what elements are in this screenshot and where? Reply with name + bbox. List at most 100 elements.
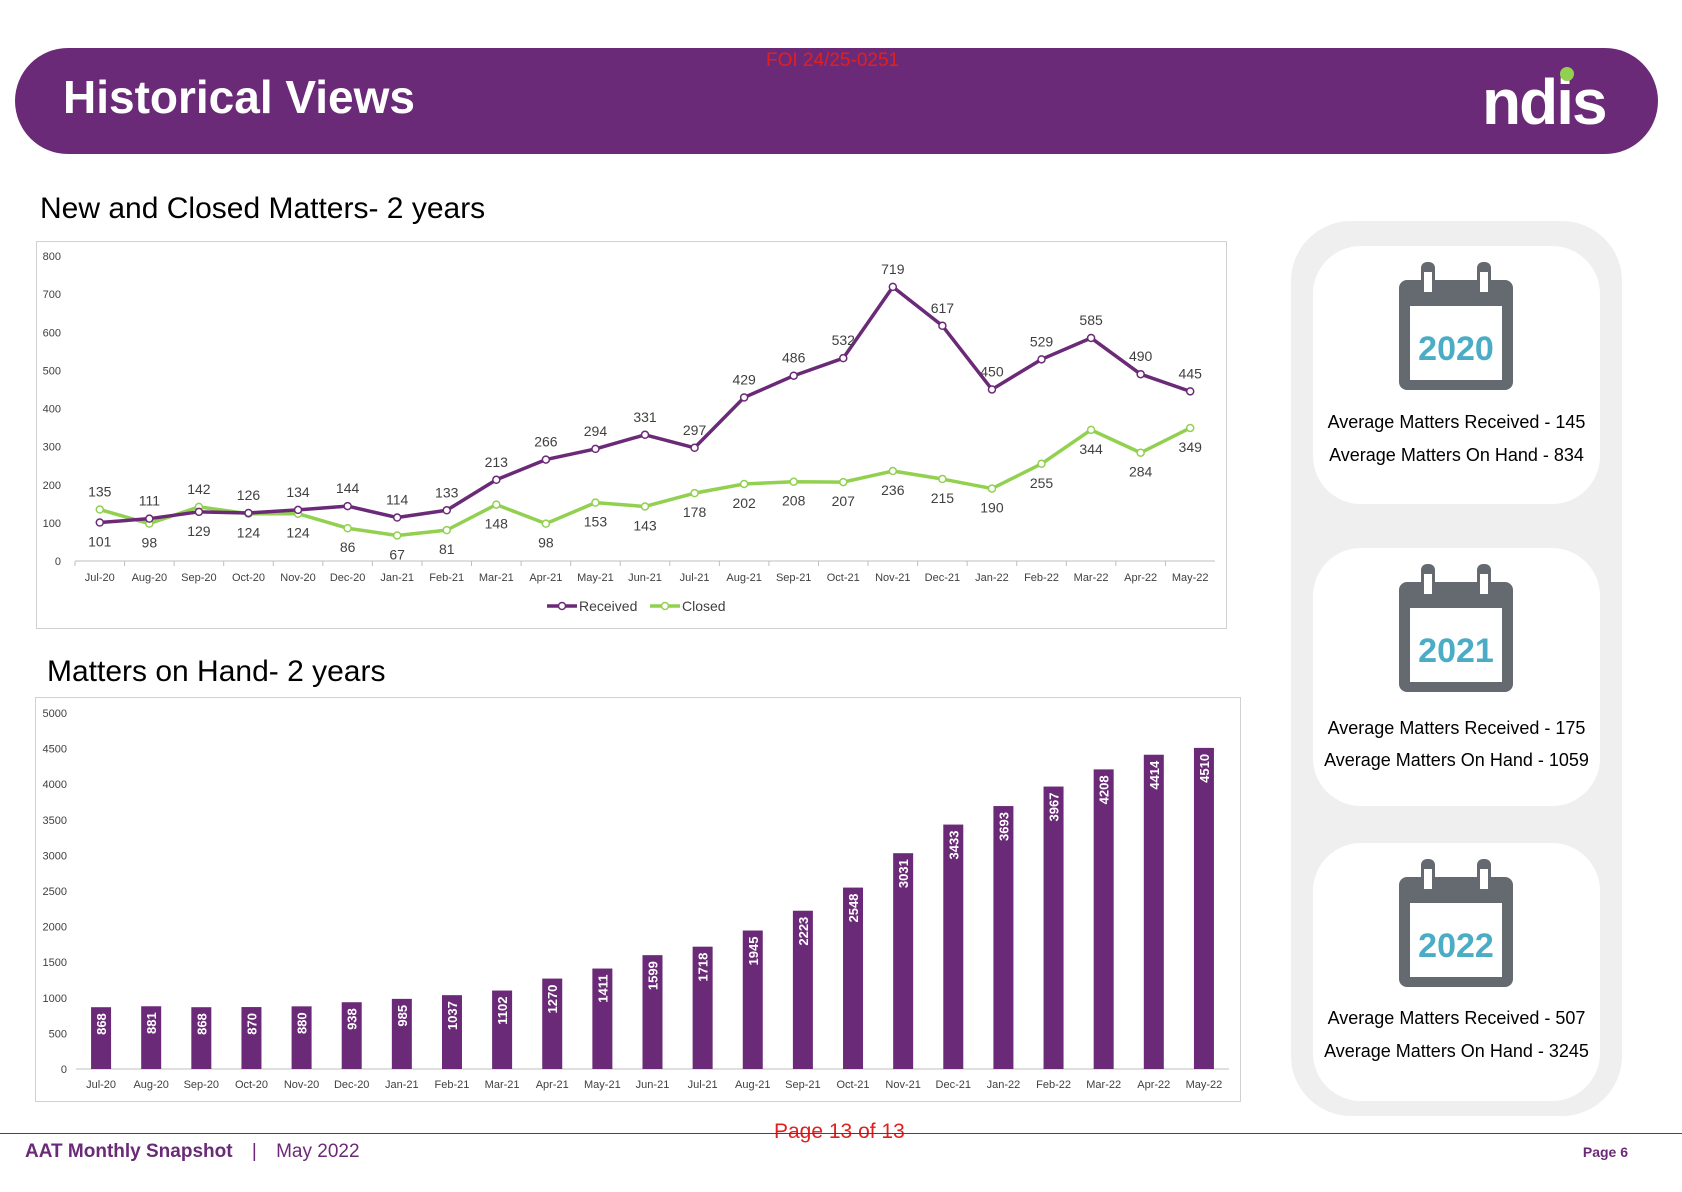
y-tick-label: 1500 — [43, 957, 67, 969]
bar — [341, 1002, 362, 1069]
data-label-received: 114 — [386, 492, 409, 508]
x-tick-label: Apr-21 — [529, 572, 562, 584]
data-point-closed — [1185, 423, 1195, 433]
data-label-closed: 202 — [732, 495, 756, 511]
x-tick-label: Dec-21 — [936, 1079, 971, 1091]
data-point-closed — [789, 477, 798, 486]
bar — [241, 1007, 262, 1069]
line-chart: 0 100 200 300 400 500 600 700 800 Jul-20 Aug-20 Sep… — [43, 251, 1215, 614]
data-label-received: 719 — [881, 261, 905, 277]
y-tick-label: 700 — [43, 289, 61, 301]
data-label-received: 101 — [88, 533, 112, 549]
data-point-closed — [888, 466, 898, 476]
y-tick-label: 3000 — [43, 850, 67, 862]
x-tick-label: Aug-21 — [726, 572, 761, 584]
y-tick-label: 3500 — [43, 815, 67, 827]
data-point-received — [888, 282, 898, 292]
x-tick-label: May-21 — [577, 572, 614, 584]
year-summary-panel: 2020 Average Matters Received - 145 Aver… — [1291, 221, 1622, 1116]
data-point-closed — [839, 477, 848, 487]
y-tick-label: 2500 — [43, 886, 67, 898]
data-point-closed — [739, 479, 749, 489]
bar — [441, 995, 462, 1069]
x-tick-label: Jul-20 — [86, 1079, 116, 1091]
avg-received: Average Matters Received - 145 — [1327, 412, 1586, 432]
data-point-received — [194, 507, 204, 517]
calendar-icon: 2020 — [1399, 262, 1513, 390]
x-tick-label: Nov-21 — [885, 1079, 920, 1091]
y-tick-label: 0 — [61, 1064, 67, 1076]
avg-on-hand: Average Matters On Hand - 1059 — [1324, 750, 1589, 770]
data-point-received — [293, 505, 303, 515]
bar — [1143, 754, 1164, 1069]
bar — [492, 990, 513, 1069]
y-tick-label: 4500 — [43, 744, 67, 756]
data-point-received — [145, 514, 154, 523]
data-label-closed: 148 — [485, 516, 509, 532]
bar — [943, 824, 964, 1069]
data-label-closed: 124 — [286, 525, 310, 541]
avg-on-hand: Average Matters On Hand - 3245 — [1324, 1041, 1589, 1061]
data-label-closed: 344 — [1079, 441, 1103, 457]
bar-chart: 0 500 1000 1500 2000 2500 3000 3500 4000 4500 5000… — [43, 708, 1229, 1091]
x-tick-label: Sep-20 — [181, 572, 216, 584]
ndis-logo: ndis — [1482, 66, 1608, 138]
x-tick-label: Oct-21 — [837, 1079, 870, 1091]
avg-received: Average Matters Received - 507 — [1327, 1008, 1586, 1028]
data-point-received — [1086, 333, 1096, 343]
year-label: 2021 — [1418, 632, 1494, 670]
data-point-received — [987, 385, 997, 394]
footer-report-name: AAT Monthly Snapshot — [25, 1141, 233, 1162]
x-tick-label: Oct-20 — [235, 1079, 268, 1091]
data-point-closed — [938, 474, 947, 484]
data-point-closed — [987, 484, 997, 493]
data-point-received — [690, 443, 699, 453]
year-label: 2020 — [1418, 330, 1494, 368]
x-tick-label: Aug-20 — [132, 572, 167, 584]
x-tick-label: Oct-20 — [232, 572, 265, 584]
logo-text: ndis — [1482, 66, 1606, 138]
page-title: Historical Views — [63, 71, 415, 123]
data-point-received — [739, 393, 749, 402]
line-chart-container: 0 100 200 300 400 500 600 700 800 Jul-20 Aug-20 Sep… — [36, 241, 1227, 629]
y-tick-label: 1000 — [43, 993, 67, 1005]
data-label-closed: 124 — [237, 525, 261, 541]
x-tick-label: Jul-20 — [85, 572, 115, 584]
data-point-received — [1037, 355, 1046, 364]
x-tick-label: Feb-22 — [1024, 572, 1059, 584]
bar — [1043, 786, 1064, 1069]
bar-value-label: 881 — [144, 1012, 159, 1034]
data-label-received: 213 — [485, 454, 509, 470]
data-label-closed: 255 — [1030, 475, 1054, 491]
bar-value-label: 1411 — [595, 975, 610, 1003]
bar-value-label: 2548 — [846, 894, 861, 923]
bar-value-label: 1037 — [445, 1001, 460, 1030]
bar — [692, 946, 713, 1069]
legend-label-closed: Closed — [682, 598, 726, 614]
data-point-received — [839, 353, 848, 363]
bar-value-label: 3031 — [896, 859, 911, 888]
data-point-received — [1136, 369, 1145, 379]
x-tick-label: Dec-21 — [925, 572, 960, 584]
series-line-received — [99, 285, 1191, 525]
y-tick-label: 4000 — [43, 779, 67, 791]
data-point-received — [392, 513, 402, 522]
bar-value-label: 1718 — [696, 953, 711, 982]
bar-value-label: 3433 — [946, 831, 961, 860]
legend-marker-received — [557, 601, 567, 611]
y-tick-label: 5000 — [43, 708, 67, 720]
foi-stamp: FOI 24/25-0251 — [766, 50, 900, 71]
calendar-icon: 2022 — [1399, 859, 1513, 987]
data-label-received: 294 — [584, 423, 608, 439]
x-tick-label: May-22 — [1186, 1079, 1223, 1091]
year-label: 2022 — [1418, 927, 1494, 965]
bar-value-label: 868 — [94, 1013, 109, 1035]
data-label-closed: 135 — [88, 484, 112, 500]
y-tick-label: 500 — [49, 1028, 67, 1040]
y-tick-label: 400 — [43, 404, 61, 416]
bar-value-label: 1270 — [545, 985, 560, 1014]
data-label-closed: 142 — [187, 481, 211, 497]
x-tick-label: Jul-21 — [688, 1079, 718, 1091]
data-point-received — [1185, 387, 1195, 396]
bar — [91, 1007, 112, 1069]
